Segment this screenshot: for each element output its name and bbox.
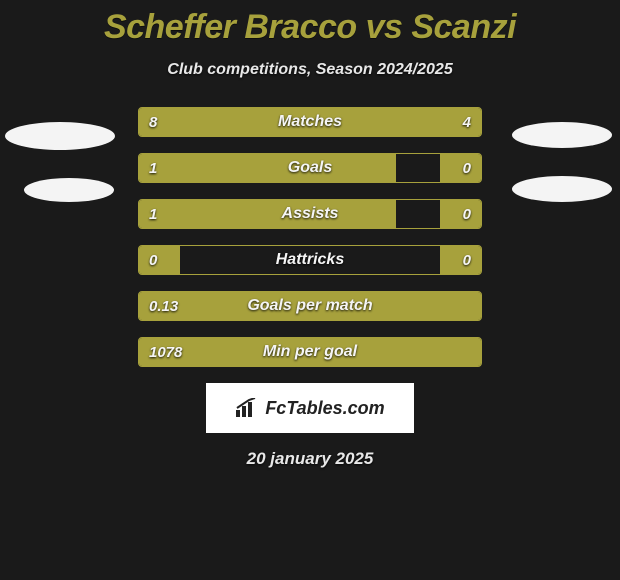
- stat-row: 0.13Goals per match: [138, 291, 482, 321]
- brand-badge: FcTables.com: [206, 383, 414, 433]
- stat-row: 10Assists: [138, 199, 482, 229]
- date-label: 20 january 2025: [0, 449, 620, 469]
- stat-label: Hattricks: [139, 246, 481, 274]
- brand-chart-icon: [235, 398, 259, 418]
- player-left-ellipse-1: [5, 122, 115, 150]
- stat-row: 84Matches: [138, 107, 482, 137]
- bar-left-fill: [139, 338, 481, 366]
- player-right-ellipse-1: [512, 122, 612, 148]
- page-title: Scheffer Bracco vs Scanzi: [0, 0, 620, 47]
- player-right-ellipse-2: [512, 176, 612, 202]
- stat-row: 1078Min per goal: [138, 337, 482, 367]
- stat-row: 10Goals: [138, 153, 482, 183]
- bar-left-fill: [139, 200, 396, 228]
- bar-left-fill: [139, 246, 180, 274]
- bar-right-fill: [440, 246, 481, 274]
- bar-right-fill: [440, 200, 481, 228]
- subtitle: Club competitions, Season 2024/2025: [0, 61, 620, 79]
- bar-left-fill: [139, 292, 481, 320]
- bar-left-fill: [139, 108, 361, 136]
- bar-right-fill: [361, 108, 481, 136]
- brand-text: FcTables.com: [265, 398, 384, 419]
- bar-left-fill: [139, 154, 396, 182]
- player-left-ellipse-2: [24, 178, 114, 202]
- comparison-chart: 84Matches 10Goals 10Assists 00Hattricks 0.13…: [138, 107, 482, 367]
- bar-right-fill: [440, 154, 481, 182]
- stat-row: 00Hattricks: [138, 245, 482, 275]
